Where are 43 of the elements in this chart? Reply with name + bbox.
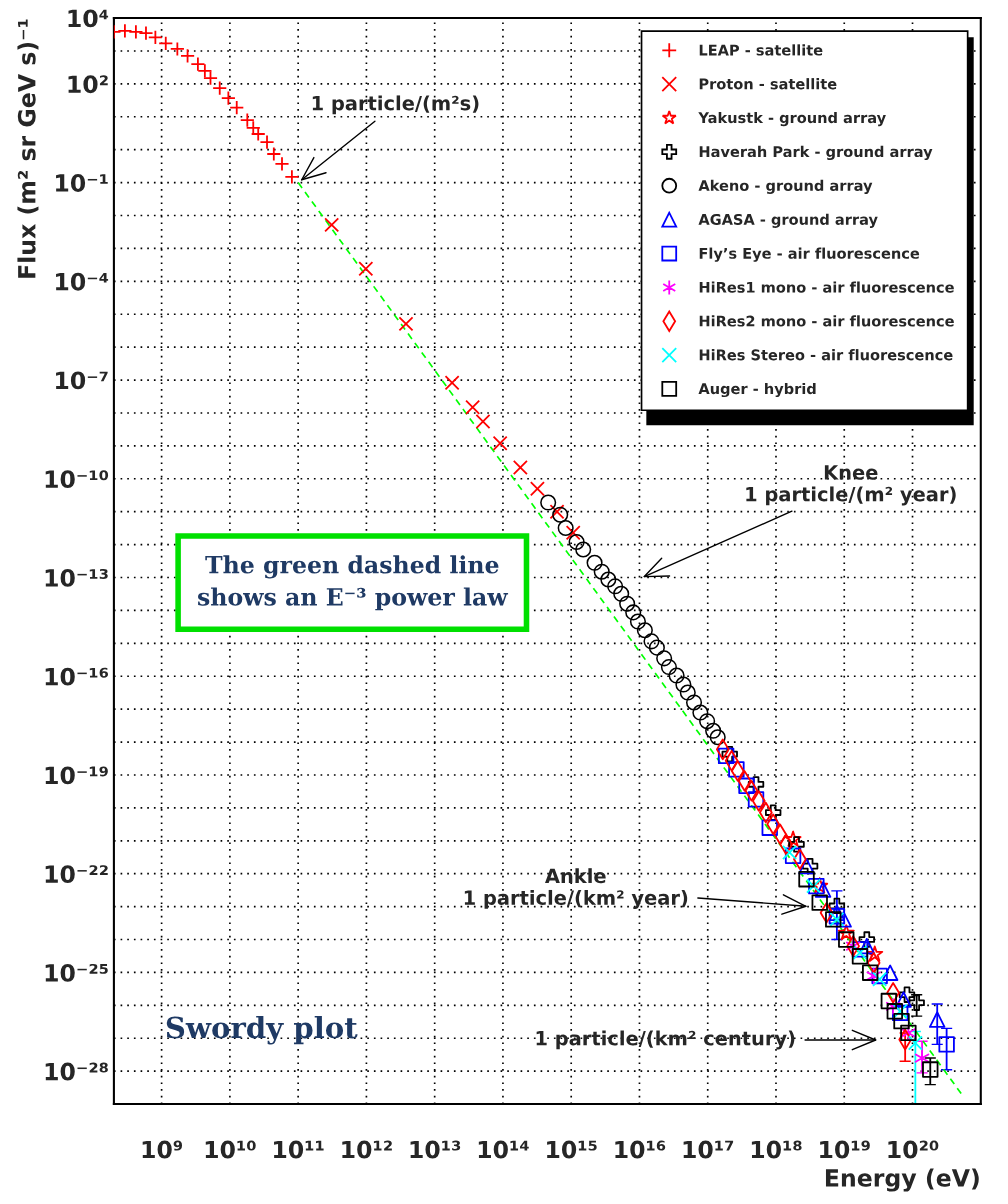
legend-label: LEAP - satellite: [699, 44, 823, 56]
annotation: The green dashed line shows an E⁻³ power law: [198, 555, 509, 611]
y-tick-label: 10⁻⁴: [56, 272, 109, 291]
legend-label: Fly’s Eye - air fluorescence: [699, 247, 920, 262]
x-tick-label: 10¹⁴: [478, 1140, 529, 1159]
y-tick-label: 10⁻¹⁶: [45, 667, 109, 686]
y-axis-title: Flux (m² sr GeV s)⁻¹: [17, 19, 39, 278]
y-tick-label: 10⁻²⁵: [45, 963, 108, 982]
y-tick-label: 10⁻¹⁰: [45, 470, 109, 489]
x-tick-label: 10²⁰: [888, 1140, 939, 1159]
x-tick-label: 10¹⁰: [205, 1140, 256, 1159]
x-tick-label: 10¹⁸: [751, 1140, 802, 1159]
legend-label: Auger - hybrid: [698, 382, 816, 398]
annotation: 1 particle/(m²s): [312, 95, 479, 115]
x-tick-label: 10¹⁶: [615, 1140, 666, 1159]
annotation: Swordy plot: [166, 1015, 358, 1045]
legend-label: HiRes1 mono - air fluorescence: [699, 281, 954, 293]
y-tick-label: 10⁻¹⁹: [45, 766, 108, 785]
x-axis-title: Energy (eV): [825, 1168, 979, 1192]
legend-label: Yakustk - ground array: [698, 111, 886, 127]
annotation: Ankle 1 particle/(km² year): [464, 868, 688, 909]
y-tick-label: 10⁻⁷: [56, 371, 108, 390]
x-tick-label: 10¹⁵: [547, 1140, 597, 1159]
x-tick-label: 10⁹: [142, 1140, 183, 1159]
x-tick-label: 10¹⁹: [820, 1140, 870, 1159]
annotation: 1 particle/(km² century): [536, 1030, 795, 1050]
legend-label: HiRes2 mono - air fluorescence: [699, 315, 954, 327]
y-tick-label: 10⁴: [68, 9, 109, 28]
x-tick-label: 10¹¹: [274, 1140, 324, 1159]
x-tick-label: 10¹⁷: [683, 1140, 734, 1159]
y-tick-label: 10⁻¹³: [45, 568, 108, 587]
legend-label: Haverah Park - ground array: [699, 145, 933, 161]
y-tick-label: 10⁻²⁸: [45, 1062, 108, 1081]
x-tick-label: 10¹³: [410, 1140, 461, 1159]
legend-label: HiRes Stereo - air fluorescence: [699, 349, 953, 361]
x-tick-label: 10¹²: [342, 1140, 392, 1159]
legend-label: Proton - satellite: [699, 78, 837, 90]
legend-label: AGASA - ground array: [698, 213, 878, 228]
y-tick-label: 10⁻²²: [45, 865, 108, 884]
annotation: Knee 1 particle/(m² year): [746, 465, 956, 506]
y-tick-label: 10²: [68, 75, 108, 94]
legend-label: Akeno - ground array: [698, 179, 873, 194]
y-tick-label: 10⁻¹: [56, 174, 108, 192]
